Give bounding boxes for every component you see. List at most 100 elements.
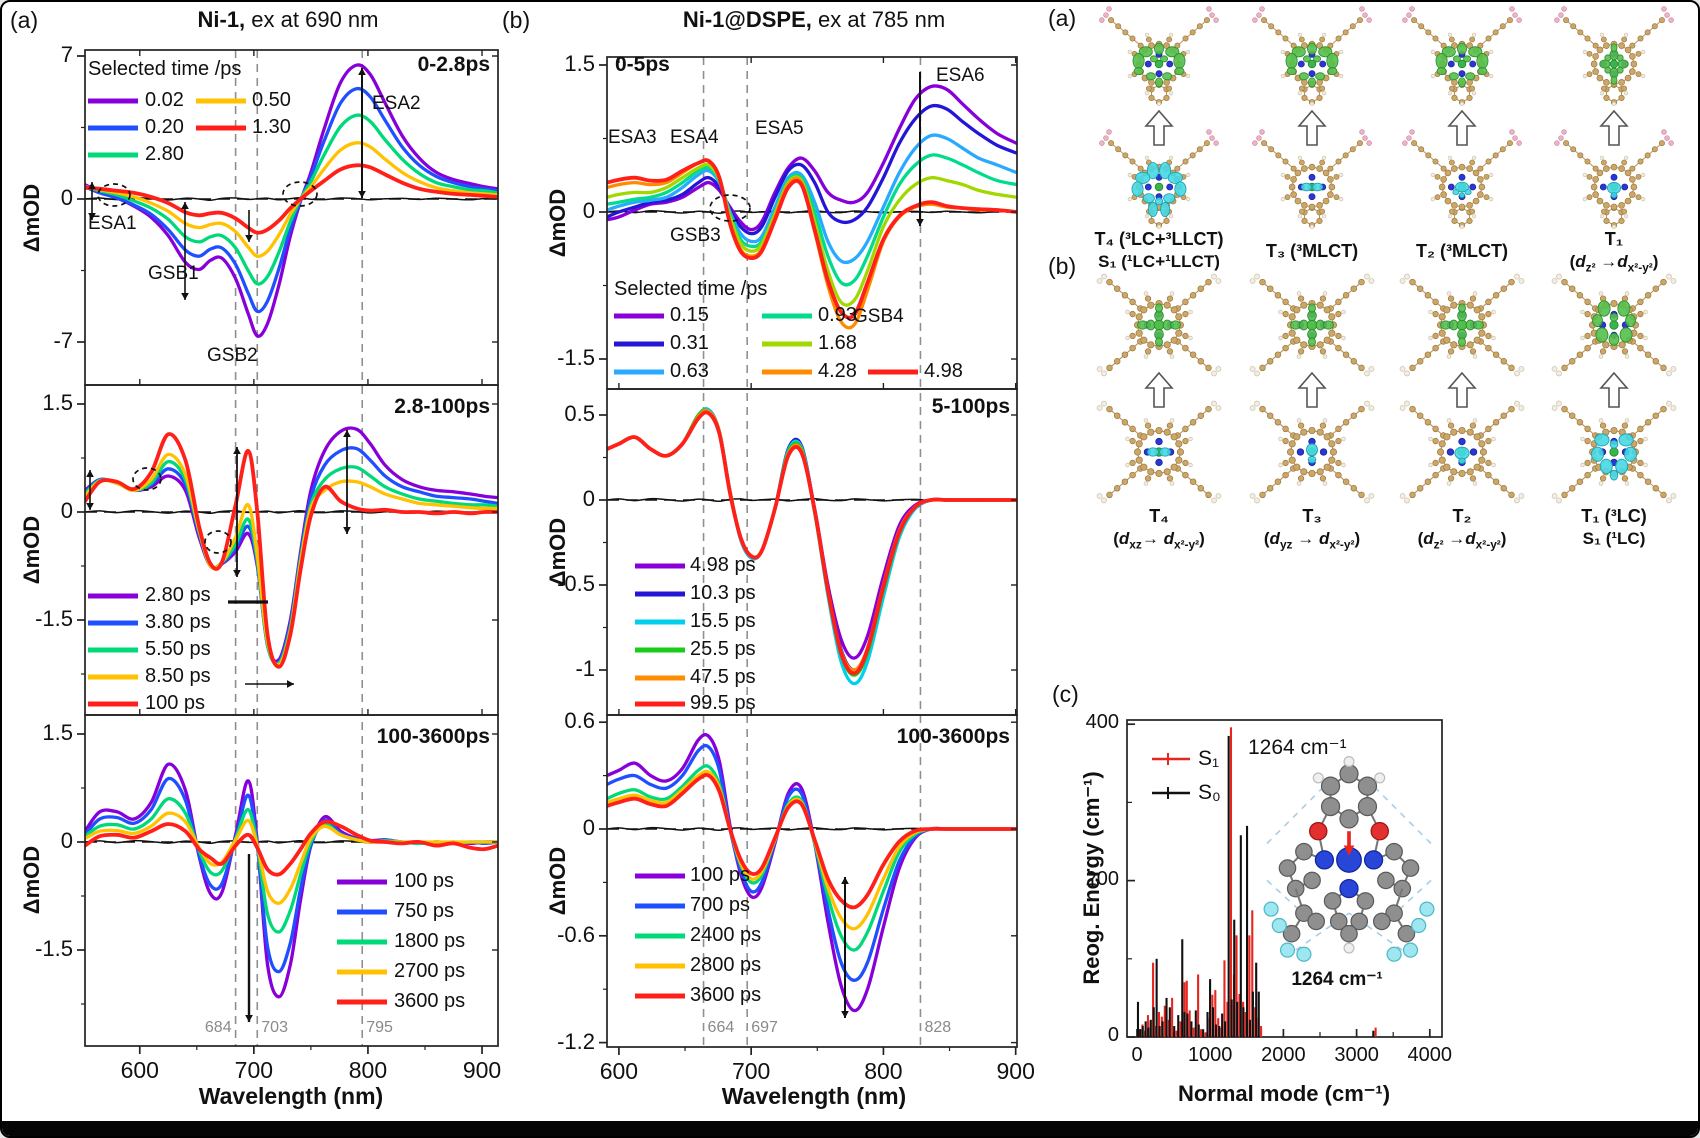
molecule-orbital-image bbox=[1402, 6, 1522, 106]
legend-label: 4.98 ps bbox=[690, 554, 756, 576]
reorg-legend-s0: S₀ bbox=[1198, 781, 1221, 804]
legend-label: 47.5 ps bbox=[690, 666, 756, 688]
ytick-label: 0 bbox=[582, 198, 595, 223]
bar-s0 bbox=[1245, 825, 1249, 1037]
bar-s0 bbox=[1141, 1026, 1144, 1037]
legend-label: 0.02 bbox=[145, 89, 184, 111]
bar-s1 bbox=[1214, 990, 1217, 1037]
bar-s1 bbox=[1235, 935, 1238, 1037]
state-label: T₂ bbox=[1452, 506, 1472, 526]
legend-label: 2800 ps bbox=[690, 954, 762, 976]
panel-tag: 2.8-100ps bbox=[394, 395, 490, 418]
bar-s0 bbox=[1181, 939, 1184, 1037]
bar-s0 bbox=[1155, 958, 1158, 1037]
annotation-label: ESA6 bbox=[936, 65, 985, 86]
bar-s1 bbox=[1171, 997, 1174, 1037]
xtick-label: 600 bbox=[599, 1058, 639, 1084]
legend-label: 100 ps bbox=[690, 864, 751, 886]
legend-label: 1800 ps bbox=[394, 930, 466, 952]
left-title: Ni-1, ex at 690 nm bbox=[198, 8, 379, 31]
bar-s0 bbox=[1211, 1007, 1215, 1037]
bar-s0 bbox=[1197, 1024, 1200, 1037]
bar-s1 bbox=[1179, 1021, 1182, 1037]
transition-up-arrow bbox=[1144, 109, 1174, 146]
ytick-label: 1.5 bbox=[42, 720, 73, 745]
legend-label: 1.30 bbox=[252, 116, 291, 138]
bar-s1 bbox=[1175, 1030, 1178, 1037]
transition-up-arrow bbox=[1447, 109, 1477, 146]
ytick-label: 0 bbox=[60, 828, 73, 853]
state-label: T₃ (³MLCT) bbox=[1265, 241, 1359, 261]
ytick-label: -1.5 bbox=[557, 345, 595, 370]
panel-tag: 100-3600ps bbox=[376, 725, 490, 748]
state-label: (dz² →dx²-y²) bbox=[1417, 529, 1507, 552]
molecule-orbital-image bbox=[1249, 400, 1375, 504]
xtick-label: 600 bbox=[120, 1057, 159, 1083]
molecule-orbital-image bbox=[1249, 273, 1375, 377]
annotation-label: GSB1 bbox=[148, 263, 199, 284]
ytick-label: -1.5 bbox=[35, 936, 73, 961]
bar-s0 bbox=[1136, 1001, 1140, 1037]
bar-s0 bbox=[1158, 1026, 1161, 1037]
ytick-label: 0 bbox=[60, 185, 73, 210]
bar-s0 bbox=[1239, 835, 1242, 1037]
state-label: (dxz→ dx²-y²) bbox=[1113, 529, 1205, 552]
legend-label: 0.63 bbox=[670, 360, 709, 382]
legend-label: 15.5 ps bbox=[690, 610, 756, 632]
molecule-orbital-image bbox=[1551, 273, 1677, 377]
panel-tag: 0-2.8ps bbox=[417, 53, 490, 76]
bar-s0 bbox=[1144, 1021, 1147, 1037]
annotation-label: ESA2 bbox=[372, 93, 421, 114]
legend-label: 4.28 bbox=[818, 360, 857, 382]
gridline-label: 703 bbox=[261, 1019, 288, 1036]
xtick-label: 800 bbox=[348, 1057, 388, 1083]
legend-label: 5.50 ps bbox=[145, 638, 211, 660]
transition-up-arrow bbox=[1297, 371, 1327, 408]
annotation-label: GSB2 bbox=[207, 345, 258, 366]
yaxis-title: ΔmOD bbox=[545, 846, 570, 916]
annotation-label: ESA5 bbox=[755, 118, 804, 139]
bar-s1 bbox=[1260, 1026, 1263, 1037]
bar-s1 bbox=[1248, 935, 1251, 1037]
ytick-label: -7 bbox=[53, 328, 73, 353]
bar-s1 bbox=[1229, 727, 1233, 1037]
bar-s1 bbox=[1223, 960, 1226, 1037]
legend-label: 4.98 bbox=[924, 360, 963, 382]
legend-label: 0.15 bbox=[670, 304, 709, 326]
bar-s0 bbox=[1202, 1029, 1205, 1037]
bar-s0 bbox=[1255, 962, 1258, 1037]
molecule-orbital-image bbox=[1099, 6, 1219, 106]
transition-up-arrow bbox=[1144, 371, 1174, 408]
xtick-label: 700 bbox=[731, 1058, 771, 1084]
ytick-label: 0.5 bbox=[564, 401, 595, 426]
annotation-label: GSB3 bbox=[670, 225, 721, 246]
reorg-ytick-label: 0 bbox=[1107, 1024, 1119, 1046]
state-label: S₁ (¹LC+¹LLCT) bbox=[1098, 252, 1220, 271]
bar-s0 bbox=[1221, 1013, 1224, 1037]
bar-s1 bbox=[1238, 993, 1241, 1037]
bar-s0 bbox=[1209, 979, 1212, 1037]
legend-label: 2.80 ps bbox=[145, 584, 211, 606]
legend-label: 0.50 bbox=[252, 89, 291, 111]
bar-s0 bbox=[1168, 1007, 1171, 1037]
legend-label: 100 ps bbox=[145, 692, 206, 714]
gridline-label: 697 bbox=[751, 1019, 778, 1036]
bar-s0 bbox=[1372, 1030, 1375, 1037]
legend-label: 100 ps bbox=[394, 870, 455, 892]
bar-s0 bbox=[1248, 1019, 1252, 1037]
molecule-orbital-image bbox=[1402, 129, 1522, 229]
reorg-xtick-label: 0 bbox=[1131, 1044, 1143, 1066]
bar-s0 bbox=[1177, 1015, 1180, 1037]
ytick-label: -1 bbox=[575, 656, 595, 681]
bar-s1 bbox=[1152, 962, 1155, 1037]
bar-s0 bbox=[1236, 1001, 1239, 1037]
transition-up-arrow bbox=[1599, 109, 1629, 146]
yaxis-title: ΔmOD bbox=[19, 183, 44, 253]
bottom-black-bar bbox=[2, 1121, 1698, 1136]
reorg-xtick-label: 1000 bbox=[1187, 1044, 1233, 1066]
bar-s1 bbox=[1157, 1011, 1160, 1037]
annotation-label: GSB4 bbox=[853, 306, 904, 327]
bar-s1 bbox=[1188, 1010, 1191, 1037]
molecule-orbital-image bbox=[1551, 400, 1677, 504]
